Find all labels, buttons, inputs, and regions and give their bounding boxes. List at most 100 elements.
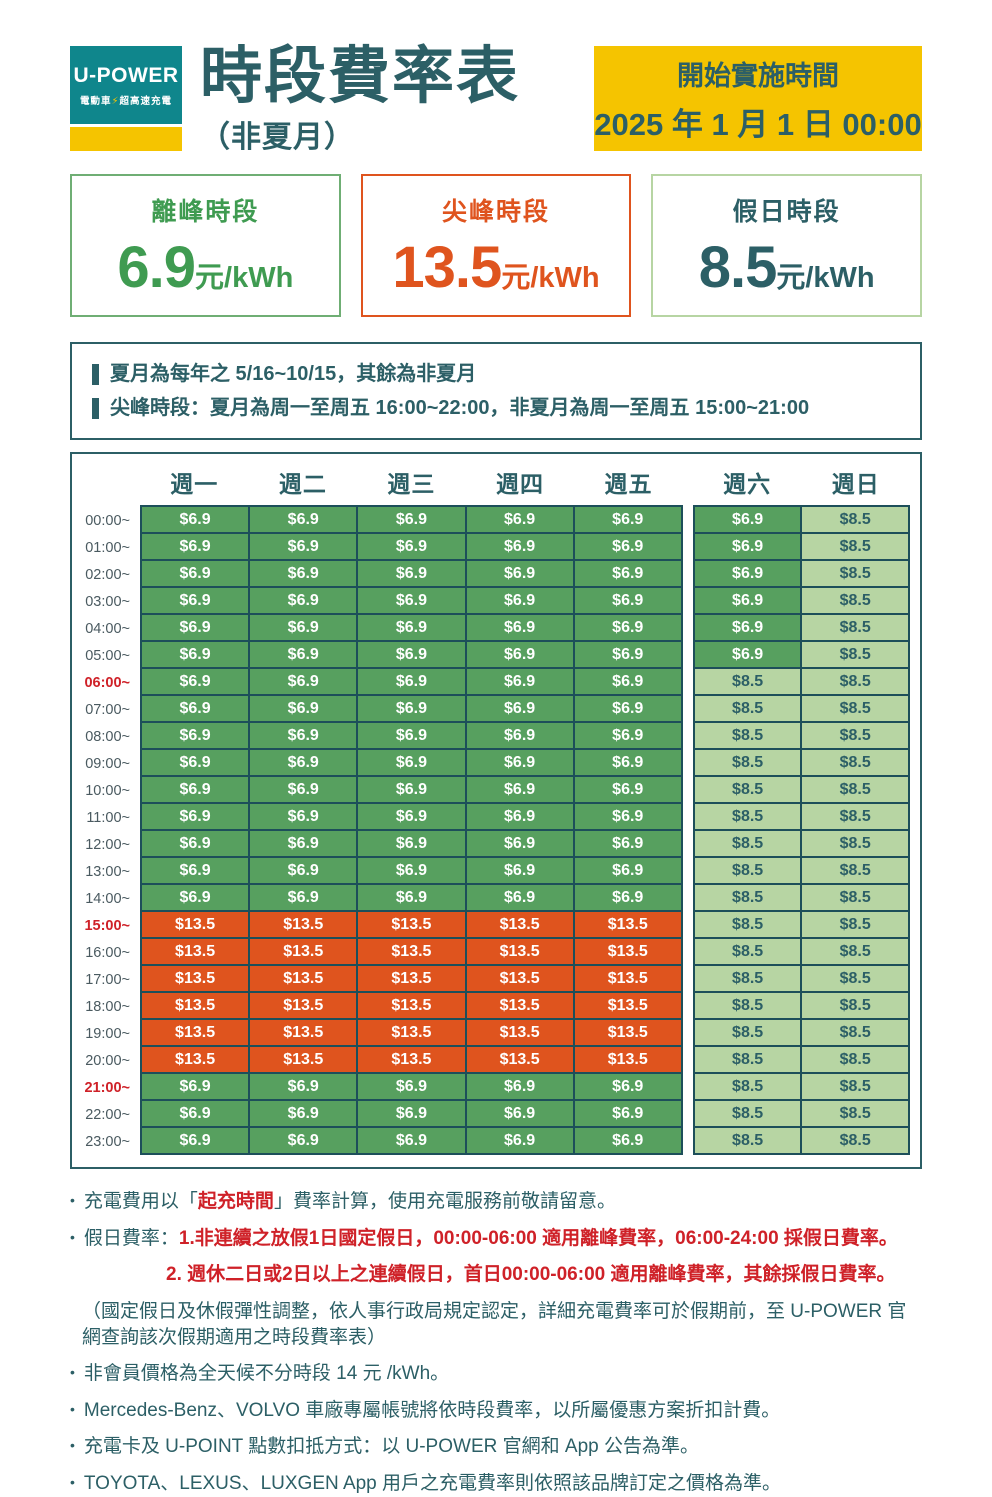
rate-cell: $8.5 [694, 696, 801, 721]
rate-cell: $6.9 [694, 534, 801, 559]
rate-cell: $13.5 [466, 912, 573, 937]
time-column: 00:00~ 01:00~ 02:00~ 03:00~ 04:00~ 05:00~ 06:0… [78, 505, 140, 1155]
time-label: 17:00~ [85, 971, 130, 988]
rate-card-holiday: 假日時段 8.5元/kWh [651, 174, 923, 317]
rate-cell: $13.5 [358, 993, 465, 1018]
rate-cell: $8.5 [802, 750, 908, 775]
rate-cell: $6.9 [142, 1101, 249, 1126]
rate-cell: $8.5 [802, 966, 908, 991]
time-label: 01:00~ [85, 539, 130, 556]
rate-cell: $6.9 [358, 1128, 465, 1153]
rate-cell: $6.9 [250, 507, 357, 532]
rate-cell: $6.9 [466, 696, 573, 721]
rate-cell: $6.9 [250, 642, 357, 667]
rate-card-label: 假日時段 [732, 198, 841, 226]
lightning-bolt-icon: ⚡ [111, 95, 120, 107]
rate-cell: $8.5 [802, 723, 908, 748]
bullet-icon: • [70, 1437, 75, 1454]
rate-cell: $8.5 [694, 777, 801, 802]
rate-table-body: 00:00~ 01:00~ 02:00~ 03:00~ 04:00~ 05:00~ 06:0… [78, 505, 910, 1155]
rate-card-price: 13.5 [392, 235, 502, 300]
rate-cell: $6.9 [694, 561, 801, 586]
rate-cell: $6.9 [574, 750, 681, 775]
rate-cell: $6.9 [466, 831, 573, 856]
rate-cell: $6.9 [250, 723, 357, 748]
rate-cell: $8.5 [802, 993, 908, 1018]
time-label: 19:00~ [85, 1025, 130, 1042]
rate-cell: $6.9 [574, 804, 681, 829]
title-block: 時段費率表 （非夏月） [200, 46, 520, 156]
rate-cell: $6.9 [250, 804, 357, 829]
rate-cell: $13.5 [574, 939, 681, 964]
footnote-line: • 充電費用以「起充時間」費率計算，使用充電服務前敬請留意。 [70, 1191, 616, 1212]
rate-cell: $13.5 [250, 1047, 357, 1072]
rate-cell: $6.9 [574, 885, 681, 910]
rate-cell: $6.9 [358, 831, 465, 856]
note-bar-icon [92, 397, 99, 419]
rate-cell: $6.9 [358, 804, 465, 829]
rate-cell: $6.9 [358, 723, 465, 748]
rate-cell: $13.5 [358, 1020, 465, 1045]
weekday-headers: 週一 週二 週三 週四 週五 [140, 458, 683, 505]
time-label: 11:00~ [86, 809, 130, 826]
rate-cell: $6.9 [250, 696, 357, 721]
rate-cell: $8.5 [802, 912, 908, 937]
rate-cell: $13.5 [358, 1047, 465, 1072]
page-subtitle: （非夏月） [200, 121, 355, 154]
rate-cell: $6.9 [142, 534, 249, 559]
rate-cell: $8.5 [694, 1074, 801, 1099]
rate-cell: $6.9 [250, 1074, 357, 1099]
rate-cell: $6.9 [466, 588, 573, 613]
rate-cell: $6.9 [574, 1128, 681, 1153]
rate-cell: $6.9 [142, 507, 249, 532]
rate-cell: $6.9 [250, 1128, 357, 1153]
rate-cell: $6.9 [574, 561, 681, 586]
rate-cell: $6.9 [250, 885, 357, 910]
rate-cell: $13.5 [358, 966, 465, 991]
weekend-block: $6.9 $8.5 $6.9 $8.5 $6.9 $8.5 $6.9 $8.5 $6.9 $8.5… [692, 505, 910, 1155]
rate-cell: $6.9 [142, 588, 249, 613]
rate-table: 週一 週二 週三 週四 週五 週六 週日 00:00~ 01:00~ 02:00~ 03:00~… [70, 452, 922, 1169]
bullet-icon: • [70, 1192, 75, 1208]
time-label: 20:00~ [85, 1052, 130, 1069]
rate-cell: $8.5 [802, 588, 908, 613]
rate-cell: $8.5 [694, 966, 801, 991]
brand-yellow-bar [70, 127, 182, 151]
footnotes: • 充電費用以「起充時間」費率計算，使用充電服務前敬請留意。 • 假日費率：1.非連續… [70, 1189, 922, 1497]
rate-cell: $6.9 [466, 507, 573, 532]
brand-name: U-POWER [73, 63, 179, 87]
rate-cell: $6.9 [466, 858, 573, 883]
rate-cell: $6.9 [466, 777, 573, 802]
rate-cell: $6.9 [466, 561, 573, 586]
rate-cell: $13.5 [142, 939, 249, 964]
rate-cell: $6.9 [574, 831, 681, 856]
time-label: 00:00~ [85, 512, 130, 529]
rate-cell: $8.5 [802, 1074, 908, 1099]
rate-cell: $8.5 [802, 858, 908, 883]
rate-cell: $8.5 [694, 939, 801, 964]
rate-cell: $6.9 [358, 885, 465, 910]
rate-cell: $6.9 [142, 642, 249, 667]
rate-cell: $6.9 [250, 615, 357, 640]
rate-cell: $13.5 [466, 939, 573, 964]
rate-cell: $6.9 [694, 507, 801, 532]
time-label: 14:00~ [85, 890, 130, 907]
time-label: 13:00~ [85, 863, 130, 880]
rate-cell: $6.9 [466, 1074, 573, 1099]
rate-card-peak: 尖峰時段 13.5元/kWh [360, 174, 632, 317]
footnote-line: • 假日費率：1.非連續之放假1日國定假日，00:00-06:00 適用離峰費率，… [70, 1227, 898, 1249]
rate-cell: $6.9 [358, 561, 465, 586]
bullet-icon: • [70, 1228, 75, 1245]
season-note: 尖峰時段：夏月為周一至周五 16:00~22:00，非夏月為周一至周五 15:0… [92, 391, 900, 425]
rate-cell: $8.5 [802, 831, 908, 856]
time-label: 12:00~ [85, 836, 130, 853]
rate-cell: $6.9 [466, 534, 573, 559]
time-label: 09:00~ [85, 755, 130, 772]
rate-cell: $6.9 [250, 858, 357, 883]
rate-cell: $6.9 [250, 588, 357, 613]
rate-cell: $6.9 [250, 777, 357, 802]
rate-cell: $6.9 [250, 1101, 357, 1126]
rate-cell: $8.5 [802, 696, 908, 721]
rate-cell: $6.9 [358, 750, 465, 775]
rate-card-price: 6.9 [117, 235, 196, 300]
